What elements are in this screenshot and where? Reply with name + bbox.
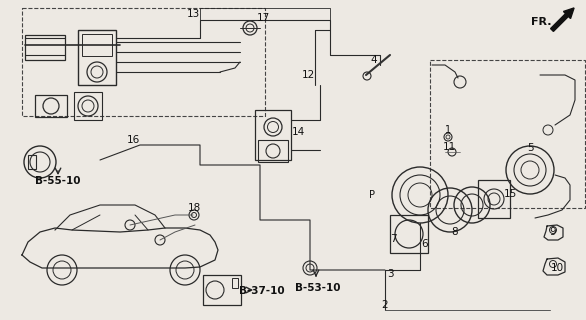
Text: P: P: [369, 190, 375, 200]
Text: 15: 15: [503, 189, 517, 199]
Text: 14: 14: [291, 127, 305, 137]
Text: B-55-10: B-55-10: [35, 176, 81, 186]
Text: 12: 12: [301, 70, 315, 80]
Text: 11: 11: [442, 142, 456, 152]
Bar: [203, 275, 241, 305]
Text: 4: 4: [371, 55, 377, 65]
Text: 3: 3: [387, 269, 393, 279]
Bar: [25, 35, 65, 60]
Text: 17: 17: [257, 13, 270, 23]
Text: 10: 10: [550, 263, 564, 273]
Bar: [390, 215, 428, 253]
Bar: [478, 180, 510, 218]
FancyArrow shape: [551, 8, 574, 31]
Bar: [78, 30, 116, 85]
Text: 5: 5: [527, 143, 533, 153]
Text: 16: 16: [127, 135, 139, 145]
Bar: [22, 8, 265, 116]
Text: 7: 7: [390, 234, 396, 244]
Bar: [28, 155, 36, 169]
Text: 13: 13: [186, 9, 200, 19]
Text: 1: 1: [445, 125, 451, 135]
Text: 2: 2: [381, 300, 389, 310]
Text: 6: 6: [422, 239, 428, 249]
Text: FR.: FR.: [531, 17, 551, 27]
Text: B-53-10: B-53-10: [295, 283, 340, 293]
Text: 9: 9: [550, 227, 556, 237]
Bar: [82, 34, 112, 56]
Bar: [430, 60, 585, 208]
Bar: [74, 92, 102, 120]
Text: 8: 8: [452, 227, 458, 237]
Text: B-37-10: B-37-10: [239, 286, 285, 296]
Bar: [255, 110, 291, 160]
Text: 18: 18: [188, 203, 200, 213]
Bar: [258, 140, 288, 162]
Bar: [232, 278, 238, 288]
Bar: [35, 95, 67, 117]
